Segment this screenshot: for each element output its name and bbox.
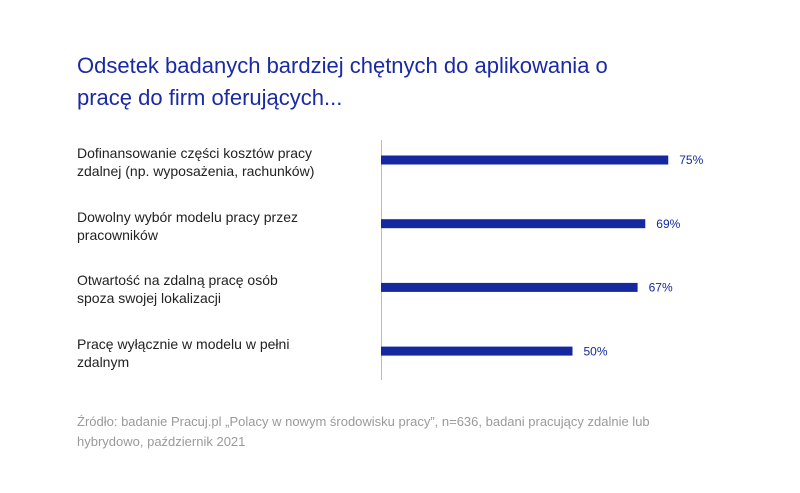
value-label: 50% <box>584 344 608 358</box>
bar <box>381 282 638 292</box>
category-label: Dofinansowanie części kosztów pracy zdal… <box>77 145 315 179</box>
bar <box>381 219 646 229</box>
value-label: 67% <box>649 281 673 295</box>
source-note: Źródło: badanie Pracuj.pl „Polacy w nowy… <box>77 414 650 449</box>
chart-title: Odsetek badanych bardziej chętnych do ap… <box>77 53 608 110</box>
category-label: Pracę wyłącznie w modelu w pełni zdalnym <box>77 336 290 371</box>
category-label: Dowolny wybór modelu pracy przez pracown… <box>77 208 298 243</box>
bar <box>381 346 573 356</box>
value-label: 69% <box>656 217 680 231</box>
value-label: 75% <box>679 153 703 167</box>
category-label: Otwartość na zdalną pracę osób spoza swo… <box>77 272 278 307</box>
bar <box>381 155 669 165</box>
